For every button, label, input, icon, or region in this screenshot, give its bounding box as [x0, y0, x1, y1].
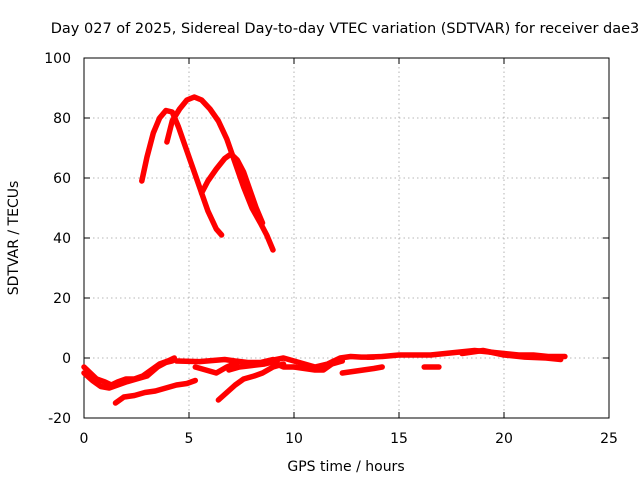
- x-tick-label: 25: [600, 431, 618, 447]
- y-tick-labels: -20 0 20 40 60 80 100: [44, 51, 71, 427]
- y-tick-label: -20: [48, 411, 71, 427]
- series-low-10: [339, 364, 385, 376]
- series-low-4: [192, 359, 241, 376]
- series-arc-3: [198, 151, 266, 226]
- x-tick-label: 0: [80, 431, 89, 447]
- x-tick-label: 20: [495, 431, 513, 447]
- y-tick-label: 40: [53, 231, 71, 247]
- x-tick-label: 5: [185, 431, 194, 447]
- x-axis-label: GPS time / hours: [287, 459, 404, 475]
- x-tick-label: 10: [285, 431, 303, 447]
- y-tick-label: 20: [53, 291, 71, 307]
- series-arc-2: [164, 94, 276, 253]
- x-tick-label: 15: [390, 431, 408, 447]
- axis-ticks: [83, 57, 610, 419]
- series-arc-1: [139, 107, 225, 238]
- series-low-3: [112, 377, 199, 406]
- series-low-8: [253, 353, 377, 370]
- series-low-5: [215, 361, 287, 403]
- x-tick-labels: 0 5 10 15 20 25: [80, 431, 618, 447]
- y-tick-label: 100: [44, 51, 71, 67]
- y-tick-label: 80: [53, 111, 71, 127]
- series-low-9: [270, 358, 346, 373]
- y-tick-label: 60: [53, 171, 71, 187]
- y-axis-label: SDTVAR / TECUs: [6, 181, 22, 296]
- series-low-2: [81, 358, 175, 391]
- series-low-13: [459, 347, 564, 363]
- chart-title: Day 027 of 2025, Sidereal Day-to-day VTE…: [51, 21, 640, 37]
- y-tick-label: 0: [62, 351, 71, 367]
- series-group: [81, 94, 568, 406]
